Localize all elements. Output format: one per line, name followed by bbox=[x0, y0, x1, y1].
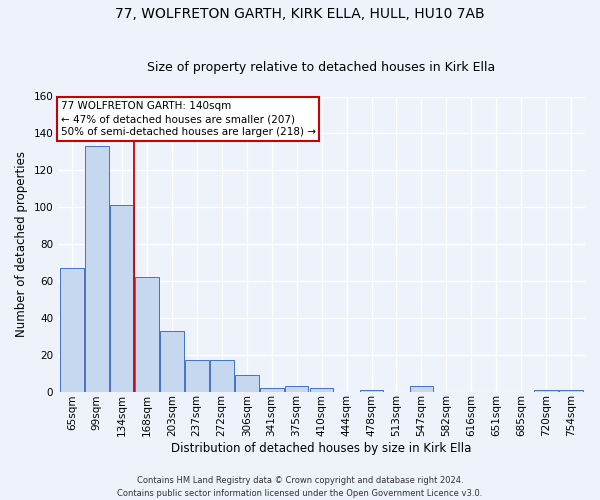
Bar bbox=[160, 330, 184, 392]
Text: 77, WOLFRETON GARTH, KIRK ELLA, HULL, HU10 7AB: 77, WOLFRETON GARTH, KIRK ELLA, HULL, HU… bbox=[115, 8, 485, 22]
Bar bbox=[185, 360, 209, 392]
Text: Contains HM Land Registry data © Crown copyright and database right 2024.
Contai: Contains HM Land Registry data © Crown c… bbox=[118, 476, 482, 498]
Bar bbox=[235, 375, 259, 392]
Bar bbox=[410, 386, 433, 392]
Y-axis label: Number of detached properties: Number of detached properties bbox=[15, 151, 28, 337]
Text: 77 WOLFRETON GARTH: 140sqm
← 47% of detached houses are smaller (207)
50% of sem: 77 WOLFRETON GARTH: 140sqm ← 47% of deta… bbox=[61, 101, 316, 138]
Bar bbox=[559, 390, 583, 392]
Bar bbox=[359, 390, 383, 392]
Bar bbox=[85, 146, 109, 392]
Bar bbox=[285, 386, 308, 392]
Bar bbox=[210, 360, 233, 392]
Title: Size of property relative to detached houses in Kirk Ella: Size of property relative to detached ho… bbox=[148, 62, 496, 74]
X-axis label: Distribution of detached houses by size in Kirk Ella: Distribution of detached houses by size … bbox=[172, 442, 472, 455]
Bar bbox=[60, 268, 84, 392]
Bar bbox=[135, 277, 158, 392]
Bar bbox=[110, 206, 134, 392]
Bar bbox=[535, 390, 558, 392]
Bar bbox=[260, 388, 284, 392]
Bar bbox=[310, 388, 334, 392]
